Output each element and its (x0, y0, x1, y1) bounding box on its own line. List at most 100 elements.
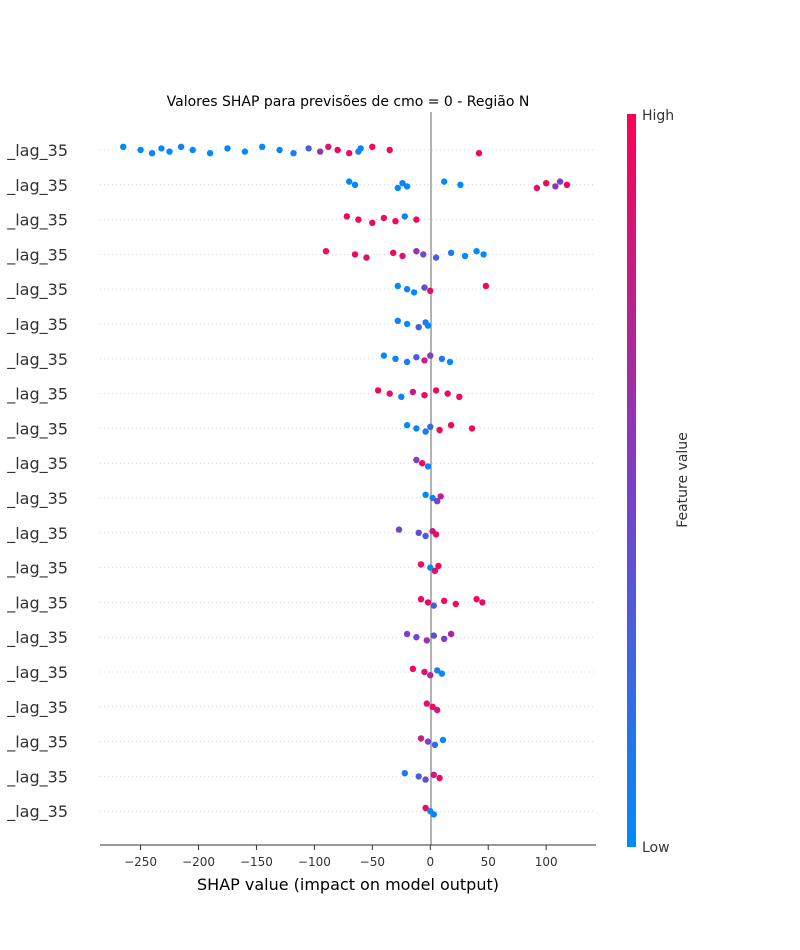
x-tick-label: −200 (182, 855, 215, 869)
shap-point (380, 214, 388, 222)
shap-point (421, 284, 428, 291)
shap-point (473, 596, 480, 603)
shap-point (415, 529, 422, 536)
shap-point (386, 390, 393, 397)
shap-point (424, 599, 432, 606)
shap-point (430, 771, 437, 778)
shap-point (457, 181, 464, 188)
shap-point (398, 393, 405, 400)
shap-point (401, 213, 408, 220)
shap-point (473, 248, 480, 255)
shap-point (166, 148, 173, 155)
shap-point (325, 143, 332, 150)
feature-label: _lag_35 (6, 663, 68, 683)
shap-point (480, 251, 487, 258)
feature-label: _lag_35 (6, 767, 68, 787)
shap-point (224, 145, 231, 152)
shap-point (394, 317, 401, 324)
shap-point (413, 216, 420, 223)
shap-point (392, 355, 399, 362)
x-tick-label: 50 (481, 855, 496, 869)
x-tick-label: 100 (535, 855, 558, 869)
shap-point (432, 387, 440, 394)
shap-point (374, 387, 382, 394)
feature-label: _lag_35 (6, 350, 68, 370)
shap-point (479, 599, 486, 606)
shap-point (422, 804, 429, 812)
shap-point (390, 249, 397, 256)
shap-point (552, 183, 559, 190)
shap-point (461, 252, 469, 260)
shap-point (468, 425, 476, 432)
shap-point (447, 249, 455, 256)
shap-point (419, 460, 426, 467)
shap-point (395, 526, 403, 533)
x-tick-label: −50 (360, 855, 385, 869)
shap-point (409, 388, 417, 396)
shap-point (241, 148, 249, 155)
shap-point (432, 254, 440, 261)
shap-point (439, 736, 447, 744)
shap-point (403, 358, 411, 366)
shap-point (403, 422, 411, 429)
shap-point (427, 287, 434, 294)
shap-point (401, 770, 408, 777)
shap-point (351, 251, 359, 258)
feature-label: _lag_35 (6, 454, 68, 474)
x-axis-ticks: −250 −200 −150 −100 −50 0 50 100 (124, 845, 558, 869)
chart-title: Valores SHAP para previsões de cmo = 0 -… (167, 94, 530, 110)
shap-point (355, 148, 362, 155)
shap-point (276, 146, 283, 154)
shap-point (441, 178, 448, 185)
shap-point (399, 252, 406, 260)
feature-label: _lag_35 (6, 489, 68, 509)
shap-point (305, 145, 312, 152)
feature-label: _lag_35 (6, 419, 68, 439)
shap-point (394, 184, 401, 192)
shap-point (158, 145, 165, 152)
x-tick-label: −250 (124, 855, 157, 869)
shap-point (434, 667, 441, 674)
shap-point (137, 146, 144, 154)
feature-label: _lag_35 (6, 211, 68, 231)
shap-point (424, 463, 432, 470)
shap-point (413, 634, 420, 641)
shap-point (437, 493, 444, 500)
shap-point (456, 393, 463, 400)
shap-point (422, 776, 429, 783)
shap-point (422, 428, 429, 435)
shap-point (430, 602, 437, 609)
shap-point (423, 637, 430, 644)
shap-point (148, 150, 156, 157)
shap-point (189, 146, 196, 154)
shap-point (417, 596, 425, 603)
shap-point (430, 632, 437, 639)
shap-point (452, 600, 459, 608)
shap-point (399, 180, 406, 187)
shap-point (427, 423, 434, 430)
shap-point (413, 456, 420, 464)
colorbar-low-label: Low (642, 840, 670, 856)
shap-point (392, 218, 399, 225)
shap-point (346, 150, 353, 157)
shap-point (563, 181, 571, 188)
shap-point (317, 148, 324, 155)
shap-point (403, 320, 411, 328)
shap-point (447, 422, 455, 429)
shap-point (441, 635, 448, 642)
shap-point (363, 254, 370, 261)
feature-label: _lag_35 (6, 698, 68, 718)
shap-point (556, 178, 564, 185)
feature-label: _lag_35 (6, 385, 68, 405)
colorbar-high-label: High (642, 108, 674, 124)
shap-point (403, 286, 411, 293)
shap-point (403, 183, 411, 190)
shap-point (403, 630, 411, 638)
shap-point (421, 392, 428, 399)
feature-label: _lag_35 (6, 524, 68, 544)
feature-label: _lag_35 (6, 802, 68, 822)
shap-point (415, 324, 422, 331)
shap-point (431, 741, 439, 748)
shap-point (420, 251, 427, 258)
feature-gridlines (100, 149, 596, 812)
